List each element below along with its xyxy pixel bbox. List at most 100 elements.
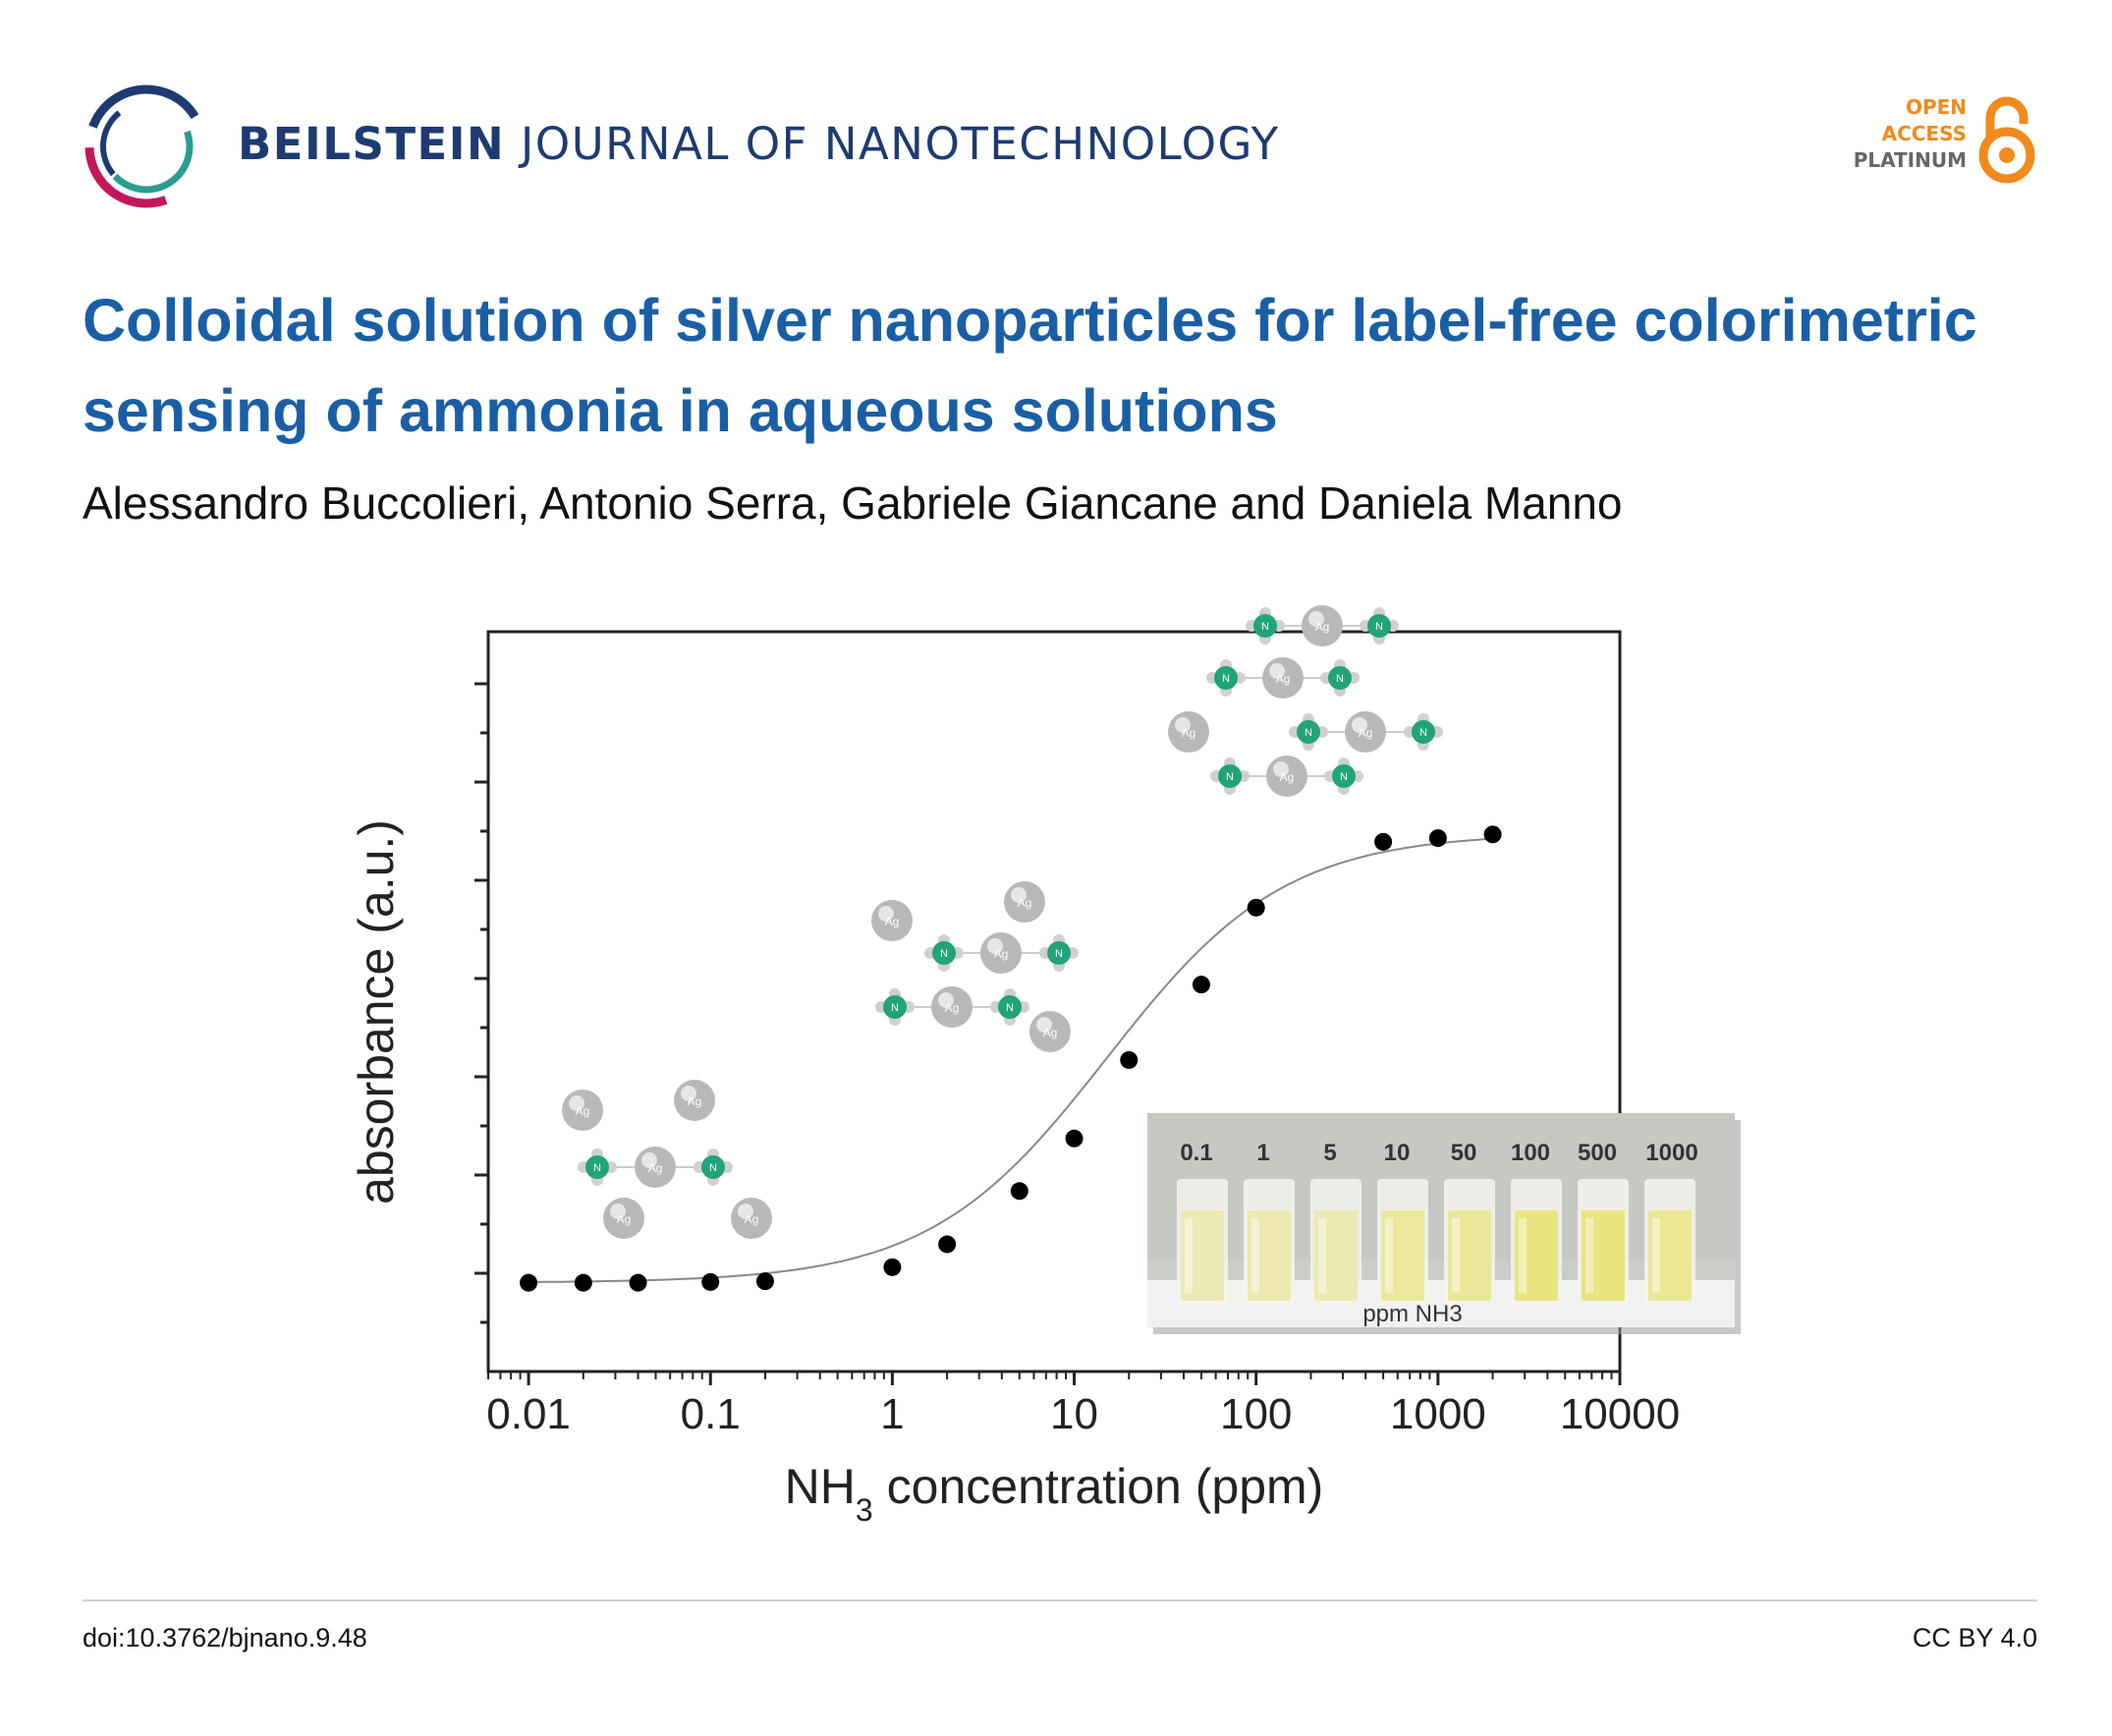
nitrogen-atom	[883, 995, 907, 1019]
x-axis-label-sub: 3	[856, 1492, 873, 1528]
vial-concentration-label: 10	[1384, 1140, 1411, 1166]
nitrogen-atom	[932, 941, 956, 965]
ammonia-ligand: N	[1324, 757, 1363, 795]
vial-reflection	[1519, 1218, 1527, 1293]
x-tick-label: 10	[1050, 1390, 1098, 1438]
open-access-line3: PLATINUM	[1853, 148, 1967, 172]
x-tick-label: 100	[1220, 1390, 1292, 1438]
silver-atom-label: Ag	[1182, 726, 1196, 740]
silver-atom-label: Ag	[1315, 620, 1330, 634]
silver-atom-label: Ag	[1018, 896, 1032, 910]
silver-atom: Ag	[931, 986, 973, 1028]
vial-solution	[1248, 1210, 1291, 1301]
silver-atom-highlight	[938, 992, 954, 1008]
data-point	[520, 1273, 538, 1292]
x-axis-label: NH3 concentration (ppm)	[785, 1459, 1324, 1528]
vial-reflection	[1318, 1218, 1326, 1293]
nitrogen-atom	[585, 1155, 609, 1179]
silver-atom-label: Ag	[688, 1094, 702, 1108]
ammonia-ligand: N	[1404, 713, 1443, 751]
vial-concentration-label: 5	[1323, 1140, 1336, 1166]
license: CC BY 4.0	[1912, 1623, 2037, 1652]
silver-atom-label: Ag	[648, 1161, 663, 1175]
doi: doi:10.3762/bjnano.9.48	[83, 1623, 367, 1652]
nitrogen-atom-label: N	[1336, 673, 1344, 685]
header: BEILSTEIN JOURNAL OF NANOTECHNOLOGY OPEN…	[83, 83, 2037, 210]
nitrogen-atom-label: N	[593, 1162, 601, 1174]
nitrogen-atom	[1367, 614, 1391, 638]
open-access-line2: ACCESS	[1881, 122, 1967, 145]
vial-reflection	[1385, 1218, 1393, 1293]
vial-solution	[1582, 1210, 1625, 1301]
silver-atom-highlight	[1308, 611, 1324, 627]
vial-concentration-label: 50	[1451, 1140, 1477, 1166]
x-tick-label: 0.01	[486, 1390, 571, 1438]
silver-atom-label: Ag	[745, 1212, 759, 1226]
silver-atom: Ag	[871, 900, 913, 941]
silver-atom: Ag	[674, 1080, 715, 1121]
data-point	[1065, 1129, 1084, 1148]
nitrogen-atom-label: N	[1226, 771, 1234, 783]
data-points	[520, 825, 1502, 1292]
nitrogen-atom	[1047, 941, 1071, 965]
nitrogen-atom-label: N	[1419, 727, 1427, 739]
nitrogen-atom-label: N	[1261, 621, 1269, 633]
silver-atom: Ag	[1262, 657, 1304, 699]
x-axis-label-main: NH	[785, 1459, 856, 1514]
y-axis-label: absorbance (a.u.)	[349, 819, 404, 1204]
nitrogen-atom-label: N	[1375, 621, 1383, 633]
ammonia-ligand: N	[875, 988, 915, 1026]
open-lock-icon	[1978, 96, 2035, 184]
silver-atom: Ag	[1266, 756, 1307, 797]
x-tick-labels: 0.01 0.1 1 10 100 1000 10000	[486, 1390, 1680, 1438]
beilstein-logo-icon	[84, 84, 208, 208]
data-point	[755, 1272, 774, 1291]
silver-atom-label: Ag	[1359, 726, 1373, 740]
silver-atom-highlight	[641, 1152, 657, 1168]
silver-atom-label: Ag	[1276, 672, 1291, 686]
molecule-illustrations: Ag Ag N Ag N Ag Ag Ag Ag N Ag N N Ag N Ag N Ag N N Ag N Ag N Ag N…	[562, 605, 1443, 1239]
vial-reflection	[1251, 1218, 1259, 1293]
silver-atom-highlight	[1352, 717, 1367, 733]
nitrogen-atom-label: N	[891, 1002, 899, 1014]
silver-atom: Ag	[562, 1090, 603, 1131]
vial-concentration-label: 500	[1578, 1140, 1617, 1166]
ammonia-ligand: N	[924, 934, 964, 972]
silver-atom-highlight	[610, 1204, 626, 1219]
nitrogen-atom-label: N	[709, 1162, 717, 1174]
nitrogen-atom-label: N	[1340, 771, 1348, 783]
nitrogen-atom-label: N	[1055, 948, 1063, 960]
data-point	[574, 1273, 592, 1292]
data-point	[701, 1272, 720, 1291]
nitrogen-atom	[1253, 614, 1277, 638]
data-point	[1247, 898, 1265, 917]
vial-concentration-label: 1	[1256, 1140, 1269, 1166]
silver-atom: Ag	[1345, 711, 1386, 753]
vial-solution	[1381, 1210, 1424, 1301]
ammonia-ligand: N	[1320, 659, 1360, 697]
silver-atom-label: Ag	[1280, 770, 1295, 784]
silver-atom-highlight	[738, 1204, 753, 1219]
nitrogen-atom	[1332, 764, 1356, 788]
silver-atom-label: Ag	[945, 1001, 960, 1015]
ammonia-ligand: N	[694, 1148, 733, 1186]
nitrogen-atom-label: N	[940, 948, 948, 960]
data-point	[938, 1235, 957, 1254]
fit-curve	[528, 837, 1493, 1283]
silver-atom: Ag	[1302, 605, 1343, 646]
nitrogen-atom	[998, 995, 1022, 1019]
nitrogen-atom-label: N	[1305, 727, 1312, 739]
plot-frame	[486, 630, 1622, 1373]
data-point	[1120, 1050, 1139, 1069]
journal-name: BEILSTEIN JOURNAL OF NANOTECHNOLOGY	[238, 118, 1280, 170]
inset-caption: ppm NH3	[1362, 1301, 1462, 1327]
article-authors: Alessandro Buccolieri, Antonio Serra, Ga…	[83, 477, 1623, 529]
data-point	[1483, 825, 1502, 844]
data-point	[883, 1258, 902, 1276]
silver-atom-label: Ag	[994, 947, 1009, 961]
nitrogen-atom	[701, 1155, 725, 1179]
nitrogen-atom	[1218, 764, 1242, 788]
nitrogen-atom	[1412, 720, 1435, 744]
silver-atom: Ag	[603, 1198, 644, 1239]
data-point	[1374, 832, 1393, 851]
